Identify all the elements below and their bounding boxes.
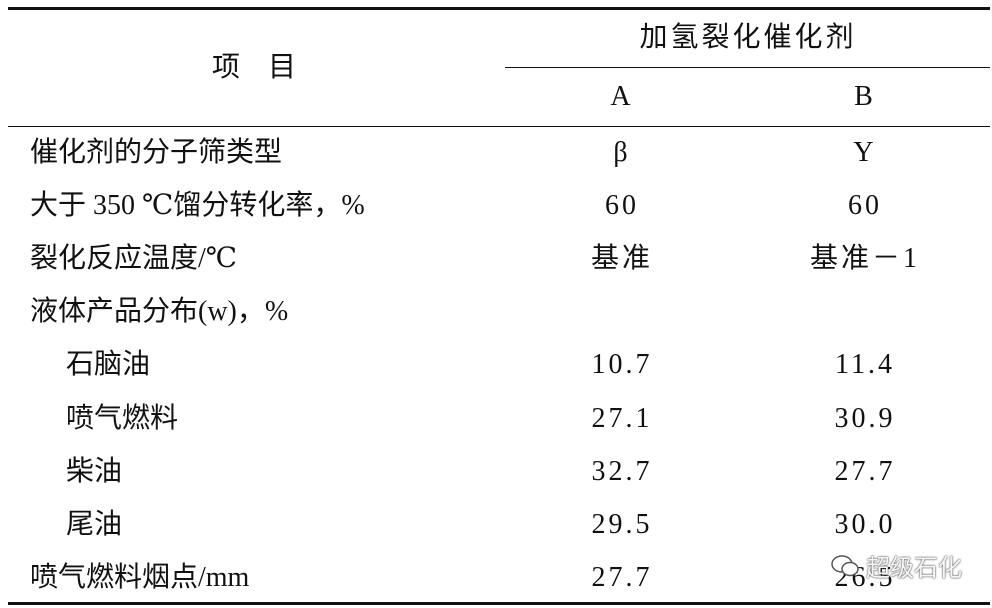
sub-row-label: 柴油 — [66, 455, 123, 487]
watermark: 超级石化 — [830, 548, 962, 583]
watermark-text: 超级石化 — [866, 554, 962, 582]
cell: 27.1 — [591, 402, 653, 434]
header-group: 加氢裂化催化剂 — [639, 22, 857, 53]
cell: 10.7 — [591, 349, 653, 381]
sub-row-label: 尾油 — [66, 508, 123, 540]
cell: 30.9 — [834, 402, 896, 434]
cell: Y — [853, 137, 877, 168]
cell: 30.0 — [834, 508, 896, 540]
cell: 32.7 — [591, 455, 653, 487]
column-header: A — [610, 81, 634, 112]
cell: 27.7 — [591, 561, 653, 593]
cell: 基准 — [590, 243, 654, 275]
cell: 11.4 — [835, 349, 895, 381]
cell: 60 — [848, 190, 882, 222]
cell: 29.5 — [591, 508, 653, 540]
row-label: 喷气燃料烟点/mm — [30, 561, 250, 593]
cell: 基准－1 — [809, 243, 921, 275]
header-item: 项 目 — [212, 52, 297, 83]
rule — [8, 126, 990, 127]
cell: β — [613, 137, 631, 168]
row-label: 催化剂的分子筛类型 — [30, 137, 283, 168]
sub-row-label: 喷气燃料 — [66, 402, 179, 434]
cell: 27.7 — [834, 455, 896, 487]
row-label: 大于 350 ℃馏分转化率，% — [30, 190, 365, 222]
row-label: 裂化反应温度/℃ — [30, 243, 238, 275]
rule — [505, 67, 990, 68]
watermark-icon — [831, 554, 859, 576]
rule — [8, 602, 990, 605]
column-header: B — [854, 81, 876, 112]
rule — [8, 7, 990, 10]
cell: 60 — [605, 190, 639, 222]
row-label: 液体产品分布(w)，% — [30, 296, 289, 328]
sub-row-label: 石脑油 — [66, 349, 151, 381]
